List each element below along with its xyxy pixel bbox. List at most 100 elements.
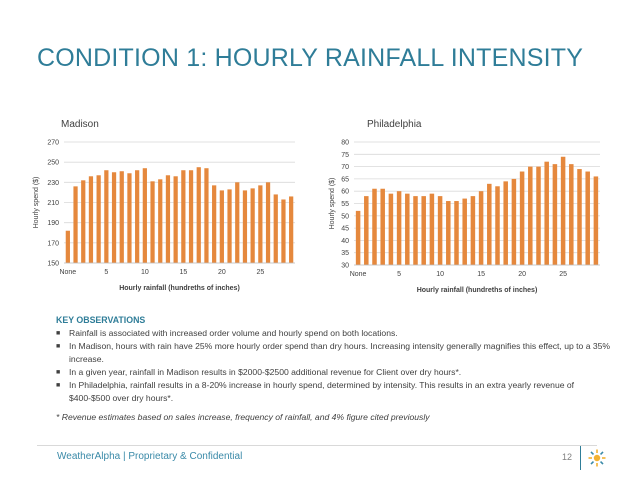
y-tick-label: 150 [47,261,59,268]
x-tick-label: 10 [436,271,444,278]
x-tick-label: None [59,269,76,276]
bar [462,198,467,265]
y-tick-label: 40 [341,238,349,245]
bar [119,171,124,263]
bar [242,190,248,263]
y-tick-label: 30 [341,263,349,270]
bar [519,171,525,265]
observations-list: ■ Rainfall is associated with increased o… [56,327,616,405]
y-axis-label: Hourly spend ($) [33,177,40,229]
x-tick-label: 15 [477,271,485,278]
bar [212,185,217,263]
y-tick-label: 70 [341,164,349,171]
square-bullet-icon: ■ [56,330,61,337]
bar [569,164,574,265]
key-observations: KEY OBSERVATIONS ■ Rainfall is associated… [56,314,616,424]
bar [273,194,278,263]
bar [150,181,155,263]
bar [429,193,435,265]
bar [577,169,582,265]
observations-heading: KEY OBSERVATIONS [56,315,146,325]
bar [388,193,394,265]
bar [65,230,70,263]
x-tick-label: 10 [141,269,149,276]
bar [235,182,240,263]
bar [227,189,232,263]
observation-item: ■ In Philadelphia, rainfall results in a … [56,380,575,403]
chart-title: Philadelphia [367,119,422,130]
observation-item: ■ Rainfall is associated with increased o… [56,328,398,338]
bar [173,176,178,263]
y-tick-label: 35 [341,250,349,257]
bar [111,172,117,263]
y-tick-label: 270 [47,140,59,147]
bar [127,173,132,263]
bar [250,188,255,263]
x-tick-label: 20 [218,269,226,276]
chart-title: Madison [61,119,99,130]
bar [487,183,492,265]
madison-chart: Madison 150 170 190 210 230 250 270 None 5 10 15 20 2… [33,119,295,292]
bar [396,191,402,265]
bar [204,168,209,263]
bar [81,180,86,263]
bar [495,186,500,265]
x-tick-label: 25 [559,271,567,278]
bar [188,170,194,263]
bar [265,182,271,263]
footer-text: WeatherAlpha | Proprietary & Confidentia… [57,451,243,462]
bar [437,196,443,265]
x-tick-label: 25 [256,269,264,276]
bar [196,167,201,263]
revenue-footnote: * Revenue estimates based on sales incre… [56,412,430,422]
x-tick-label: 5 [397,271,401,278]
y-tick-label: 65 [341,176,349,183]
bar [478,191,484,265]
bar [96,175,101,263]
bar [536,166,541,265]
bar [181,170,186,263]
bar [88,176,94,263]
square-bullet-icon: ■ [56,369,61,376]
bar [585,171,590,265]
footer-divider [37,445,597,446]
x-tick-label: 20 [518,271,526,278]
bar [104,170,109,263]
y-tick-label: 190 [47,220,59,227]
y-tick-label: 170 [47,240,59,247]
y-tick-label: 210 [47,200,59,207]
y-tick-label: 55 [341,201,349,208]
y-tick-label: 230 [47,180,59,187]
observation-item: ■ In Madison, hours with rain have 25% mo… [56,341,611,364]
bar [281,199,286,263]
bar [528,166,533,265]
bar [405,193,410,265]
bar [446,201,451,265]
square-bullet-icon: ■ [56,343,61,350]
bar [560,156,566,265]
y-tick-label: 45 [341,226,349,233]
y-tick-label: 250 [47,160,59,167]
bar [289,196,294,263]
bar [372,188,377,265]
x-tick-label: 15 [179,269,187,276]
y-tick-label: 80 [341,140,349,147]
bar [380,188,385,265]
x-tick-label: 5 [104,269,108,276]
x-axis-label: Hourly rainfall (hundreths of inches) [417,287,538,294]
y-tick-label: 60 [341,189,349,196]
footer-separator [580,446,581,470]
bar [165,175,171,263]
sun-logo-icon [588,449,606,467]
bar [454,201,459,265]
square-bullet-icon: ■ [56,382,61,389]
bar [258,185,263,263]
page-title: CONDITION 1: HOURLY RAINFALL INTENSITY [37,44,584,72]
bar [158,179,163,263]
bar [219,190,224,263]
bar [421,196,426,265]
observation-item: ■ In a given year, rainfall in Madison re… [56,367,462,377]
bar [593,176,599,265]
bar [503,181,508,265]
bar [142,168,147,263]
